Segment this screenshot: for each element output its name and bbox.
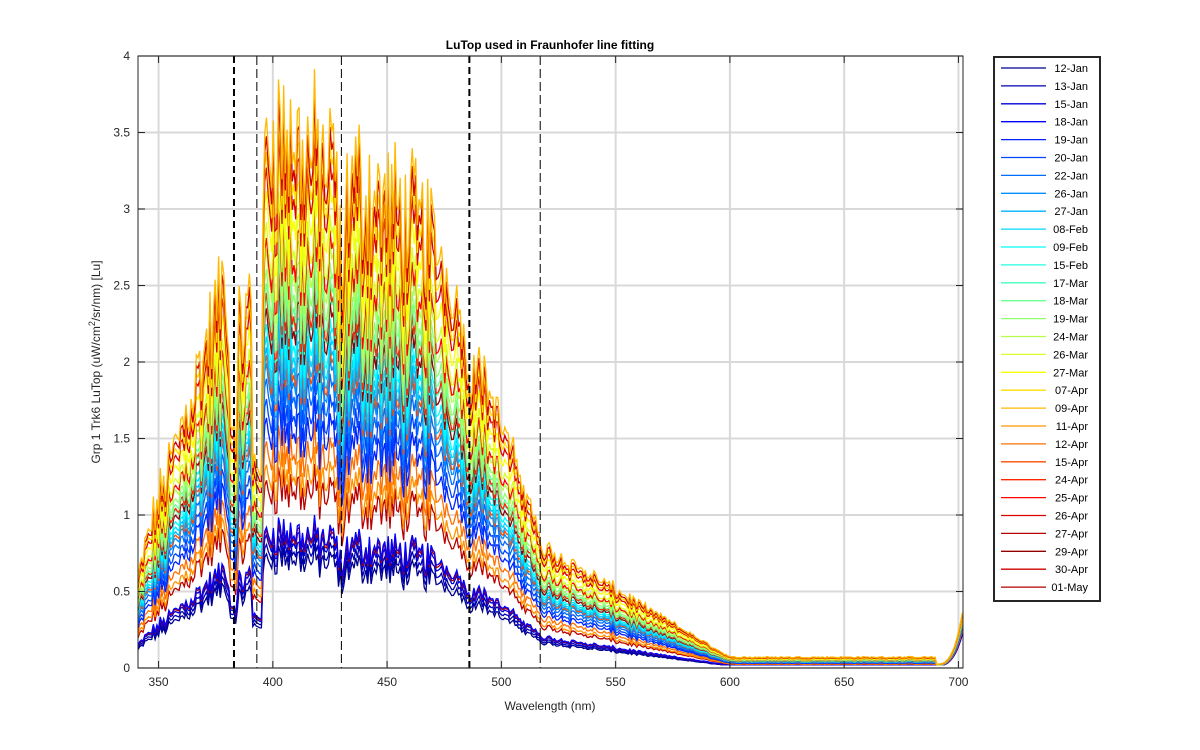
legend-label: 09-Apr <box>1055 403 1088 415</box>
legend-label: 18-Jan <box>1054 117 1088 129</box>
legend-label: 08-Feb <box>1053 224 1088 236</box>
x-tick-label: 700 <box>948 675 968 689</box>
legend-label: 22-Jan <box>1054 170 1088 182</box>
y-axis-label-superscript: 2 <box>87 321 97 326</box>
x-tick-label: 550 <box>606 675 626 689</box>
y-tick-label: 2 <box>123 355 130 369</box>
legend-label: 15-Feb <box>1053 260 1088 272</box>
legend-label: 19-Mar <box>1053 314 1088 326</box>
y-axis-label-suffix: /sr/nm) [Lu] <box>89 260 103 321</box>
legend-label: 30-Apr <box>1055 564 1088 576</box>
y-tick-label: 4 <box>123 49 130 63</box>
legend-label: 19-Jan <box>1054 135 1088 147</box>
x-tick-label: 600 <box>720 675 740 689</box>
legend-label: 26-Jan <box>1054 188 1088 200</box>
series-line-09-Apr <box>137 69 964 665</box>
legend-label: 25-Apr <box>1055 493 1088 505</box>
legend-items: 12-Jan 13-Jan 15-Jan 18-Jan 19-Jan 20-Jan 22-J… <box>1001 63 1088 594</box>
legend-label: 12-Jan <box>1054 63 1088 75</box>
y-axis-label-prefix: Grp 1 Trk6 LuTop (uW/cm <box>89 326 103 463</box>
legend-label: 11-Apr <box>1056 421 1089 433</box>
legend-label: 15-Apr <box>1055 457 1088 469</box>
legend-label: 27-Apr <box>1055 528 1088 540</box>
axis-ticks: 350 400 450 500 550 600 650 700 0 0.5 1 1.5 2 2.5 3 3.5… <box>113 49 968 689</box>
x-tick-label: 350 <box>149 675 169 689</box>
legend-label: 20-Jan <box>1054 153 1088 165</box>
y-tick-label: 0.5 <box>113 585 130 599</box>
series-layer <box>137 69 964 666</box>
y-tick-label: 3 <box>123 202 130 216</box>
y-tick-label: 1 <box>123 508 130 522</box>
x-tick-label: 450 <box>377 675 397 689</box>
legend-label: 27-Mar <box>1053 367 1088 379</box>
legend-label: 26-Mar <box>1053 349 1088 361</box>
legend-label: 26-Apr <box>1055 511 1088 523</box>
y-tick-label: 0 <box>123 661 130 675</box>
legend-label: 29-Apr <box>1055 546 1088 558</box>
legend-label: 09-Feb <box>1053 242 1088 254</box>
legend-label: 17-Mar <box>1053 278 1088 290</box>
legend-label: 01-May <box>1051 582 1088 594</box>
legend-label: 18-Mar <box>1053 296 1088 308</box>
legend-label: 13-Jan <box>1054 81 1088 93</box>
legend-label: 12-Apr <box>1055 439 1088 451</box>
y-tick-label: 1.5 <box>113 432 130 446</box>
x-tick-label: 400 <box>263 675 283 689</box>
x-tick-label: 650 <box>834 675 854 689</box>
legend-label: 27-Jan <box>1054 206 1088 218</box>
legend-label: 24-Apr <box>1055 475 1088 487</box>
legend-box <box>993 56 1101 602</box>
fraunhofer-reference-lines <box>232 56 541 668</box>
legend: 12-Jan 13-Jan 15-Jan 18-Jan 19-Jan 20-Jan 22-J… <box>993 56 1101 602</box>
legend-label: 07-Apr <box>1055 385 1088 397</box>
y-tick-label: 3.5 <box>113 126 130 140</box>
x-axis-label: Wavelength (nm) <box>505 699 596 713</box>
y-tick-label: 2.5 <box>113 279 130 293</box>
y-axis-label: Grp 1 Trk6 LuTop (uW/cm2/sr/nm) [Lu] <box>87 260 103 463</box>
plot-area: 350 400 450 500 550 600 650 700 0 0.5 1 1.5 2 2.5 3 3.5… <box>113 49 968 689</box>
chart-title: LuTop used in Fraunhofer line fitting <box>446 38 654 52</box>
legend-label: 15-Jan <box>1054 99 1088 111</box>
legend-label: 24-Mar <box>1053 332 1088 344</box>
x-tick-label: 500 <box>491 675 511 689</box>
